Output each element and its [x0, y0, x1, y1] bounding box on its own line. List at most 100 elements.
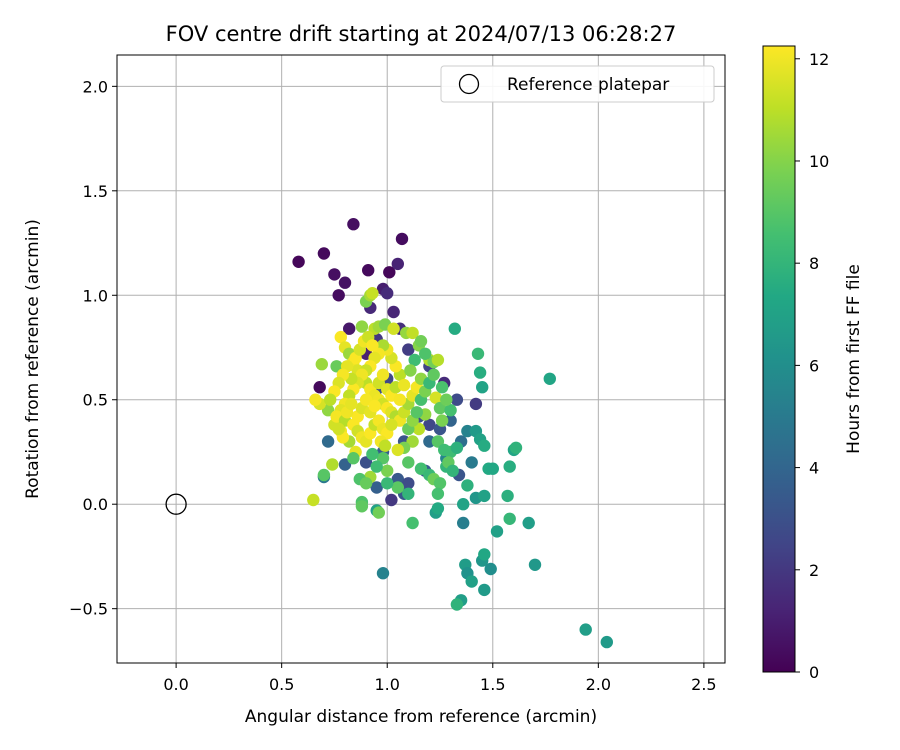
colorbar-tick-label: 0 [809, 663, 819, 682]
data-point [461, 479, 474, 492]
x-tick-label: 0.5 [269, 675, 294, 694]
data-point [429, 391, 442, 404]
data-point [461, 424, 474, 438]
data-point [317, 247, 331, 260]
data-point [465, 575, 478, 588]
data-point [410, 406, 423, 419]
data-point [381, 477, 394, 490]
x-tick-label: 0.0 [163, 675, 188, 694]
data-point [408, 353, 421, 367]
colorbar-tick-label: 8 [809, 254, 819, 273]
reference-point [165, 493, 187, 515]
x-axis-ticks: 0.0 0.5 1.0 1.5 2.0 2.5 [163, 663, 717, 694]
data-point [438, 443, 451, 457]
data-point [423, 418, 436, 431]
reference-marker [165, 493, 187, 515]
data-point [324, 393, 337, 406]
legend: Reference platepar [440, 65, 715, 103]
chart-title: FOV centre drift starting at 2024/07/13 … [166, 22, 677, 46]
data-point [457, 516, 470, 530]
data-point [440, 393, 453, 406]
data-point [395, 232, 409, 246]
data-point [406, 516, 419, 530]
data-point [448, 322, 461, 335]
data-point [471, 347, 485, 360]
data-point [387, 305, 400, 319]
data-point [321, 435, 335, 448]
data-point [345, 397, 358, 411]
data-point [444, 414, 457, 427]
data-point [465, 456, 478, 469]
data-point [402, 487, 415, 500]
data-points [292, 218, 613, 649]
data-point [292, 255, 305, 268]
x-tick-label: 2.0 [586, 675, 611, 694]
data-point [366, 339, 379, 352]
data-point [347, 452, 360, 465]
data-point [484, 562, 497, 576]
colorbar-tick-label: 12 [809, 50, 829, 69]
data-point [509, 441, 523, 454]
colorbar-tick-label: 2 [809, 561, 819, 580]
data-point [450, 441, 464, 454]
data-point [450, 598, 464, 611]
colorbar-label: Hours from first FF file [844, 264, 864, 454]
data-point [503, 512, 516, 525]
legend-label: Reference platepar [507, 75, 669, 95]
data-point [326, 458, 339, 471]
data-point [385, 418, 398, 431]
data-point [359, 393, 373, 406]
data-point [397, 378, 411, 392]
data-point [381, 287, 394, 300]
data-point [431, 353, 445, 367]
data-point [404, 364, 417, 377]
data-point [387, 322, 400, 335]
x-tick-label: 1.0 [374, 675, 399, 694]
data-point [486, 462, 499, 475]
data-point [391, 481, 404, 494]
y-tick-label: 0.5 [83, 391, 108, 410]
data-point [402, 343, 415, 356]
data-point [478, 439, 491, 452]
data-point [528, 558, 542, 571]
data-point [385, 493, 398, 507]
data-point [343, 322, 356, 335]
x-tick-label: 1.5 [480, 675, 505, 694]
data-point [378, 439, 392, 452]
colorbar-tick-label: 10 [809, 152, 829, 171]
colorbar [762, 45, 796, 673]
data-point [600, 635, 613, 649]
data-point [391, 257, 404, 271]
data-point [370, 460, 383, 473]
data-point [406, 326, 419, 340]
legend-reference-marker [458, 73, 480, 95]
data-point [435, 414, 449, 427]
data-point [376, 368, 390, 381]
data-point [391, 443, 404, 457]
data-point [366, 287, 379, 300]
axes-frame [116, 54, 726, 664]
data-point [368, 399, 381, 413]
data-point [393, 393, 407, 406]
data-point [476, 381, 489, 394]
data-point [347, 218, 360, 231]
data-point [332, 422, 345, 436]
data-point [355, 500, 369, 513]
data-point [450, 393, 464, 406]
data-point [522, 516, 535, 530]
data-point [478, 548, 491, 561]
data-point [444, 404, 457, 417]
data-point [402, 456, 415, 469]
x-axis-label: Angular distance from reference (arcmin) [245, 707, 597, 727]
data-point [435, 381, 449, 394]
y-axis-ticks: −0.5 0.0 0.5 1.0 1.5 2.0 [69, 77, 117, 619]
legend-box [440, 65, 715, 103]
data-point [419, 347, 432, 360]
colorbar-tick-label: 4 [809, 459, 819, 478]
y-tick-label: 1.5 [83, 182, 108, 201]
data-point [503, 460, 516, 473]
data-point [473, 366, 487, 379]
data-point [332, 289, 345, 302]
data-point [431, 487, 445, 500]
